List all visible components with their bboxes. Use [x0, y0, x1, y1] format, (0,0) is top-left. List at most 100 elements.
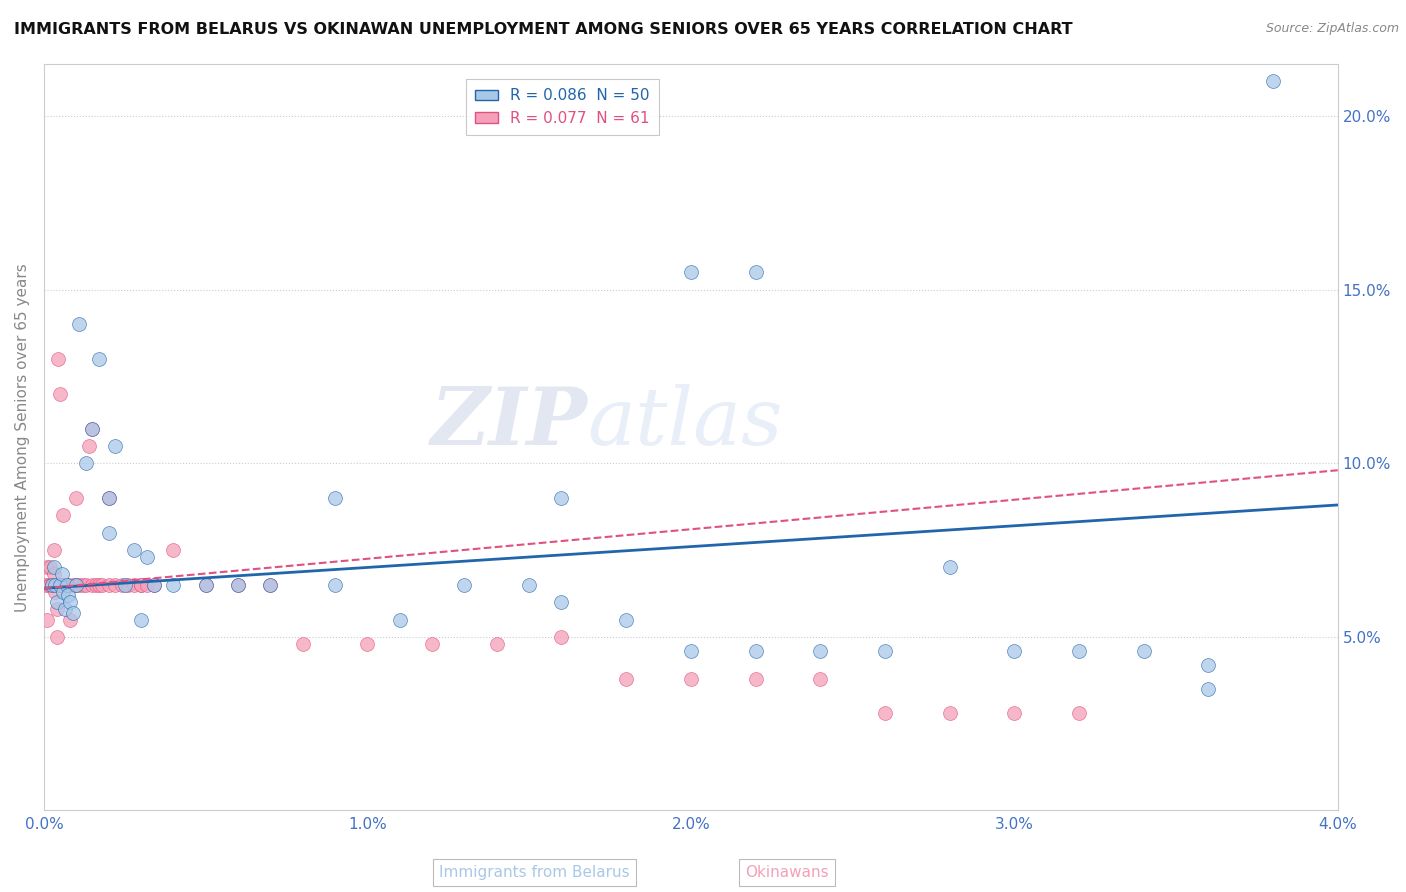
Point [34, 578, 56, 592]
Point [56, 588, 79, 602]
Point [550, 595, 572, 609]
Point [97, 491, 120, 505]
Point [44, 578, 66, 592]
Point [82, 421, 104, 435]
Point [744, 672, 766, 686]
Point [52, 584, 75, 599]
Point [1067, 644, 1090, 658]
Point [62, 606, 84, 620]
Point [97, 525, 120, 540]
Point [51, 578, 73, 592]
Point [42, 543, 65, 558]
Point [1132, 644, 1154, 658]
Y-axis label: Unemployment Among Seniors over 65 years: Unemployment Among Seniors over 65 years [15, 263, 30, 612]
Point [873, 644, 896, 658]
Point [84, 578, 107, 592]
Point [97, 578, 120, 592]
Point [52, 508, 75, 523]
Point [53, 602, 76, 616]
Point [124, 543, 146, 558]
Point [679, 672, 702, 686]
Point [194, 578, 217, 592]
Point [69, 578, 91, 592]
Point [104, 578, 127, 592]
Point [323, 578, 346, 592]
Point [136, 549, 159, 564]
Point [49, 387, 72, 401]
Point [873, 706, 896, 721]
Point [550, 630, 572, 644]
Point [97, 491, 120, 505]
Point [55, 578, 77, 592]
Point [75, 456, 97, 470]
Point [37, 613, 59, 627]
Text: ZIP: ZIP [430, 384, 588, 461]
Point [59, 613, 82, 627]
Point [226, 578, 249, 592]
Point [72, 578, 94, 592]
Text: atlas: atlas [588, 384, 783, 461]
Point [59, 595, 82, 609]
Point [48, 352, 70, 367]
Point [117, 578, 139, 592]
Point [49, 578, 72, 592]
Point [1067, 706, 1090, 721]
Text: Okinawans: Okinawans [745, 865, 830, 880]
Legend: R = 0.086  N = 50, R = 0.077  N = 61: R = 0.086 N = 50, R = 0.077 N = 61 [465, 79, 658, 135]
Point [51, 567, 73, 582]
Point [1002, 644, 1025, 658]
Point [56, 578, 79, 592]
Point [1261, 74, 1284, 88]
Point [82, 578, 104, 592]
Point [1197, 681, 1219, 696]
Point [49, 578, 72, 592]
Point [388, 613, 411, 627]
Point [808, 644, 831, 658]
Point [744, 644, 766, 658]
Point [453, 578, 475, 592]
Point [104, 439, 127, 453]
Point [162, 543, 184, 558]
Text: Immigrants from Belarus: Immigrants from Belarus [439, 865, 630, 880]
Point [55, 578, 77, 592]
Point [87, 578, 110, 592]
Point [38, 578, 60, 592]
Point [82, 421, 104, 435]
Point [45, 595, 67, 609]
Point [41, 578, 63, 592]
Point [37, 560, 59, 574]
Point [938, 706, 960, 721]
Point [162, 578, 184, 592]
Point [485, 637, 508, 651]
Point [42, 560, 65, 574]
Point [124, 578, 146, 592]
Point [420, 637, 443, 651]
Point [65, 491, 87, 505]
Point [44, 584, 66, 599]
Point [1197, 657, 1219, 672]
Point [41, 578, 63, 592]
Point [53, 578, 76, 592]
Point [87, 352, 110, 367]
Point [65, 578, 87, 592]
Point [550, 491, 572, 505]
Point [75, 578, 97, 592]
Point [62, 578, 84, 592]
Point [323, 491, 346, 505]
Point [129, 613, 152, 627]
Point [91, 578, 114, 592]
Point [808, 672, 831, 686]
Point [1002, 706, 1025, 721]
Point [259, 578, 281, 592]
Point [744, 265, 766, 279]
Point [356, 637, 378, 651]
Point [129, 578, 152, 592]
Point [52, 578, 75, 592]
Point [226, 578, 249, 592]
Point [42, 567, 65, 582]
Point [291, 637, 314, 651]
Text: Source: ZipAtlas.com: Source: ZipAtlas.com [1265, 22, 1399, 36]
Point [39, 578, 62, 592]
Text: IMMIGRANTS FROM BELARUS VS OKINAWAN UNEMPLOYMENT AMONG SENIORS OVER 65 YEARS COR: IMMIGRANTS FROM BELARUS VS OKINAWAN UNEM… [14, 22, 1073, 37]
Point [142, 578, 165, 592]
